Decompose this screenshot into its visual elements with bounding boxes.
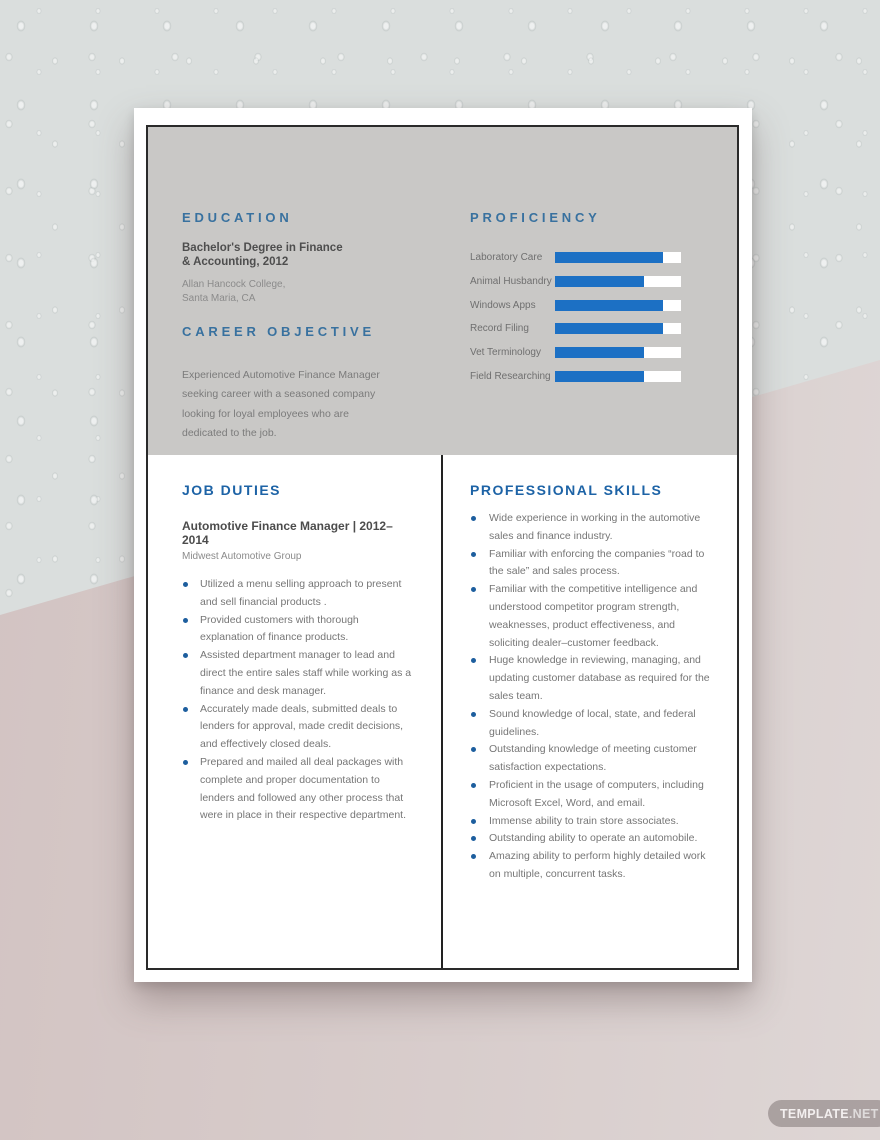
school-line-2: Santa Maria, CA: [182, 293, 256, 304]
proficiency-row: Vet Terminology: [470, 341, 681, 365]
job-duty-item: Accurately made deals, submitted deals t…: [182, 701, 414, 754]
proficiency-row: Laboratory Care: [470, 246, 681, 270]
proficiency-bar-track: [555, 276, 681, 288]
proficiency-bar-fill: [555, 323, 664, 335]
watermark-brand-light: .NET: [848, 1106, 879, 1121]
resume-top-panel: [148, 127, 737, 455]
proficiency-label: Field Researching: [470, 370, 551, 382]
proficiency-label: Animal Husbandry: [470, 276, 552, 288]
proficiency-bar-fill: [555, 252, 664, 264]
proficiency-row: Field Researching: [470, 364, 681, 388]
professional-skill-item: Familiar with the competitive intelligen…: [470, 581, 712, 652]
professional-skill-item: Immense ability to train store associate…: [470, 813, 712, 831]
column-divider: [441, 455, 443, 968]
proficiency-bar-fill: [555, 347, 645, 359]
degree-line-1: Bachelor's Degree in Finance: [182, 242, 343, 254]
professional-skill-item: Huge knowledge in reviewing, managing, a…: [470, 652, 712, 705]
proficiency-bar-track: [555, 252, 681, 264]
job-title: Automotive Finance Manager | 2012–2014: [182, 519, 393, 547]
proficiency-bar-track: [555, 323, 681, 335]
proficiency-row: Animal Husbandry: [470, 270, 681, 294]
proficiency-bar-track: [555, 347, 681, 359]
professional-skill-item: Outstanding ability to operate an automo…: [470, 830, 712, 848]
resume-border-frame: EDUCATION Bachelor's Degree in Finance &…: [146, 125, 739, 970]
proficiency-list: Laboratory Care Animal Husbandry: [470, 246, 681, 388]
job-duty-item: Assisted department manager to lead and …: [182, 647, 414, 700]
professional-skill-item: Familiar with enforcing the companies “r…: [470, 546, 712, 582]
professional-skills-section: PROFESSIONAL SKILLS Wide experience in w…: [470, 482, 712, 884]
resume-page: EDUCATION Bachelor's Degree in Finance &…: [134, 108, 752, 982]
professional-skills-heading: PROFESSIONAL SKILLS: [470, 482, 663, 498]
professional-skill-item: Wide experience in working in the automo…: [470, 510, 712, 546]
watermark-brand-bold: TEMPLATE: [780, 1106, 849, 1121]
proficiency-label: Record Filing: [470, 323, 529, 335]
education-heading: EDUCATION: [182, 210, 293, 225]
proficiency-bar-fill: [555, 276, 645, 288]
proficiency-bar-fill: [555, 370, 645, 382]
proficiency-section: PROFICIENCY Laboratory Care Animal Husba…: [470, 210, 681, 388]
professional-skill-item: Outstanding knowledge of meeting custome…: [470, 741, 712, 777]
job-duty-item: Prepared and mailed all deal packages wi…: [182, 754, 414, 825]
proficiency-label: Windows Apps: [470, 299, 536, 311]
job-duties-list: Utilized a menu selling approach to pres…: [182, 576, 414, 825]
proficiency-bar-fill: [555, 299, 664, 311]
proficiency-bar-track: [555, 299, 681, 311]
education-degree: Bachelor's Degree in Finance & Accountin…: [182, 242, 343, 269]
school-line-1: Allan Hancock College,: [182, 279, 286, 290]
professional-skill-item: Sound knowledge of local, state, and fed…: [470, 706, 712, 742]
job-duty-item: Provided customers with thorough explana…: [182, 612, 414, 648]
job-duties-section: JOB DUTIES Automotive Finance Manager | …: [182, 482, 414, 825]
proficiency-label: Vet Terminology: [470, 347, 541, 359]
education-section: EDUCATION Bachelor's Degree in Finance &…: [182, 210, 343, 306]
professional-skills-list: Wide experience in working in the automo…: [470, 510, 712, 884]
proficiency-bar-track: [555, 370, 681, 382]
career-objective-heading: CAREER OBJECTIVE: [182, 324, 375, 339]
job-company: Midwest Automotive Group: [182, 551, 302, 562]
career-objective-text: Experienced Automotive Finance Manager s…: [182, 369, 380, 439]
proficiency-row: Record Filing: [470, 317, 681, 341]
template-net-watermark[interactable]: TEMPLATE .NET: [768, 1100, 880, 1127]
proficiency-heading: PROFICIENCY: [470, 210, 601, 225]
professional-skill-item: Proficient in the usage of computers, in…: [470, 777, 712, 813]
career-objective-section: CAREER OBJECTIVE Experienced Automotive …: [182, 324, 388, 443]
degree-line-2: & Accounting, 2012: [182, 255, 289, 268]
proficiency-label: Laboratory Care: [470, 252, 543, 264]
education-school: Allan Hancock College, Santa Maria, CA: [182, 278, 343, 306]
job-duty-item: Utilized a menu selling approach to pres…: [182, 576, 414, 612]
professional-skill-item: Amazing ability to perform highly detail…: [470, 848, 712, 884]
proficiency-row: Windows Apps: [470, 293, 681, 317]
job-duties-heading: JOB DUTIES: [182, 482, 282, 498]
